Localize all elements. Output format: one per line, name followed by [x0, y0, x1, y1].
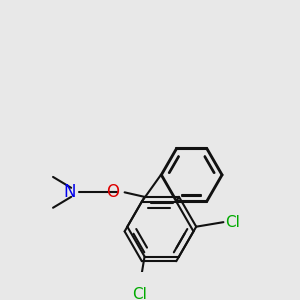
Text: Cl: Cl — [133, 287, 148, 300]
Text: Cl: Cl — [225, 215, 240, 230]
Text: O: O — [106, 183, 119, 201]
Text: N: N — [63, 183, 76, 201]
